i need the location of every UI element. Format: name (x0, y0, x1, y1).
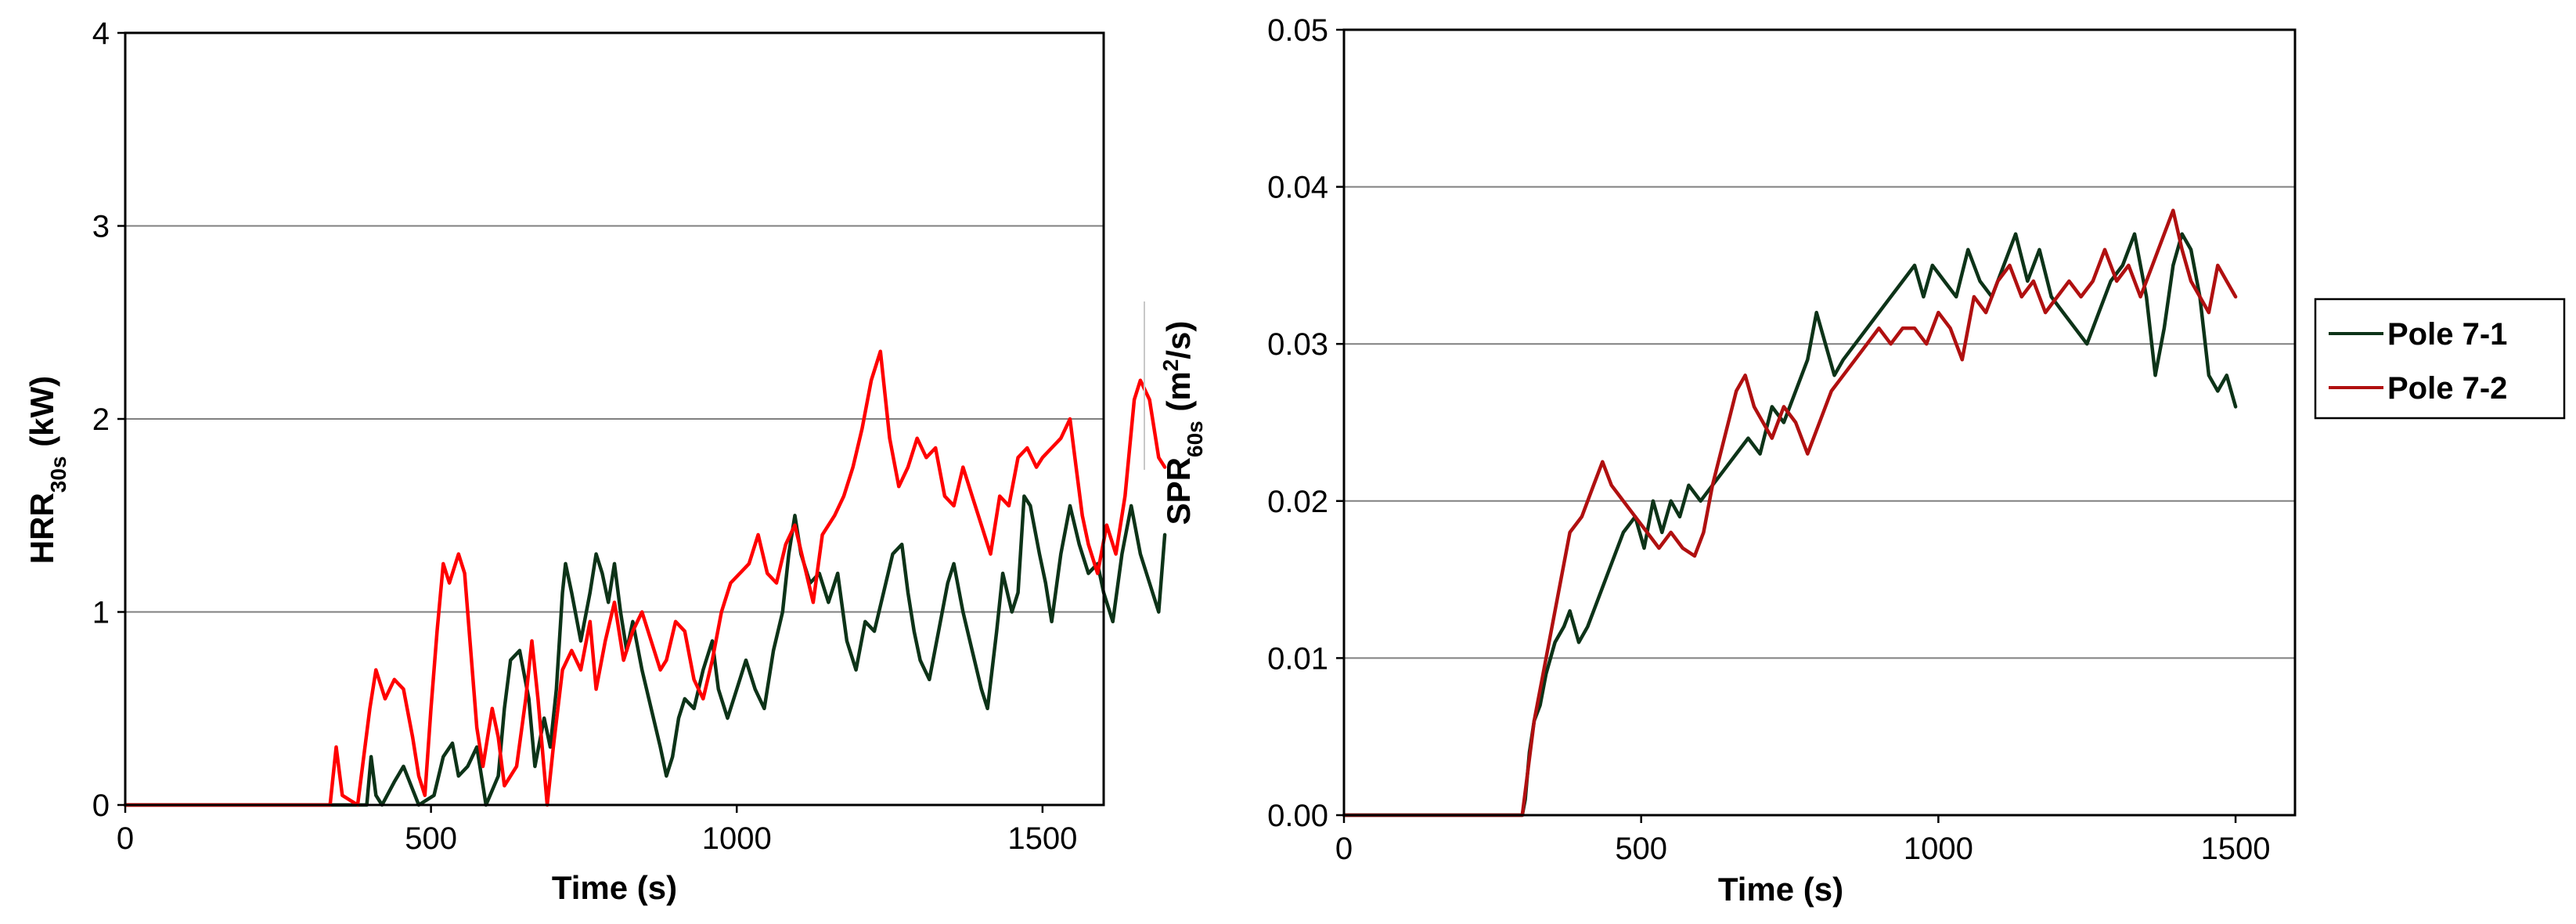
spr-y-tick-label: 0.01 (1267, 641, 1328, 676)
spr-y-tick-label: 0.03 (1267, 327, 1328, 362)
hrr-y-tick-label: 4 (92, 16, 110, 51)
hrr-y-tick-label: 3 (92, 210, 110, 244)
spr-series-pole71 (1342, 232, 2238, 818)
hrr-y-tick-label: 1 (92, 596, 110, 630)
spr-plot-frame (1342, 28, 2297, 817)
legend-label-pole-7-1: Pole 7-1 (2387, 317, 2507, 352)
hrr-x-tick-label: 1500 (1007, 821, 1077, 856)
spr-x-tick-labels: 0 500 1000 1500 (1335, 815, 2271, 866)
hrr-y-tick-labels: 0 1 2 3 4 (92, 16, 125, 823)
legend: Pole 7-1 Pole 7-2 (2314, 298, 2566, 420)
spr-y-tick-label: 0.00 (1267, 799, 1328, 833)
legend-box (2314, 298, 2566, 420)
spr-gridlines (1344, 186, 2295, 659)
spr-y-axis-label: SPR60s (m2/s) (1158, 321, 1207, 525)
hrr-series-group (123, 349, 1167, 807)
hrr-x-tick-label: 1000 (702, 821, 772, 856)
spr-y-tick-label: 0.04 (1267, 171, 1328, 205)
spr-x-tick-label: 500 (1615, 832, 1667, 866)
hrr-chart: 0 1 2 3 4 0 500 1000 1500 Time (s) HRR30s (kW) (23, 16, 1167, 906)
hrr-x-tick-label: 0 (117, 821, 134, 856)
spr-x-tick-label: 0 (1335, 832, 1353, 866)
spr-x-axis-label: Time (s) (1718, 871, 1843, 908)
hrr-series-pole72 (123, 349, 1167, 807)
spr-y-tick-labels: 0.00 0.01 0.02 0.03 0.04 0.05 (1267, 13, 1344, 833)
spr-x-tick-label: 1500 (2201, 832, 2271, 866)
hrr-gridlines (125, 225, 1104, 613)
hrr-y-axis-label: HRR30s (kW) (23, 376, 70, 564)
spr-x-tick-label: 1000 (1904, 832, 1973, 866)
hrr-x-tick-label: 500 (405, 821, 457, 856)
hrr-x-axis-label: Time (s) (552, 869, 677, 906)
hrr-x-tick-labels: 0 500 1000 1500 (117, 805, 1077, 856)
spr-y-tick-label: 0.05 (1267, 13, 1328, 48)
legend-label-pole-7-2: Pole 7-2 (2387, 371, 2507, 406)
spr-series-group (1342, 208, 2238, 818)
spr-y-tick-label: 0.02 (1267, 485, 1328, 519)
hrr-series-pole71 (123, 494, 1167, 807)
hrr-y-tick-label: 2 (92, 402, 110, 437)
spr-series-pole72 (1342, 208, 2238, 818)
spr-chart: 0.00 0.01 0.02 0.03 0.04 0.05 0 500 1000 1500 Ti… (1144, 13, 2297, 908)
hrr-y-tick-label: 0 (92, 789, 110, 823)
